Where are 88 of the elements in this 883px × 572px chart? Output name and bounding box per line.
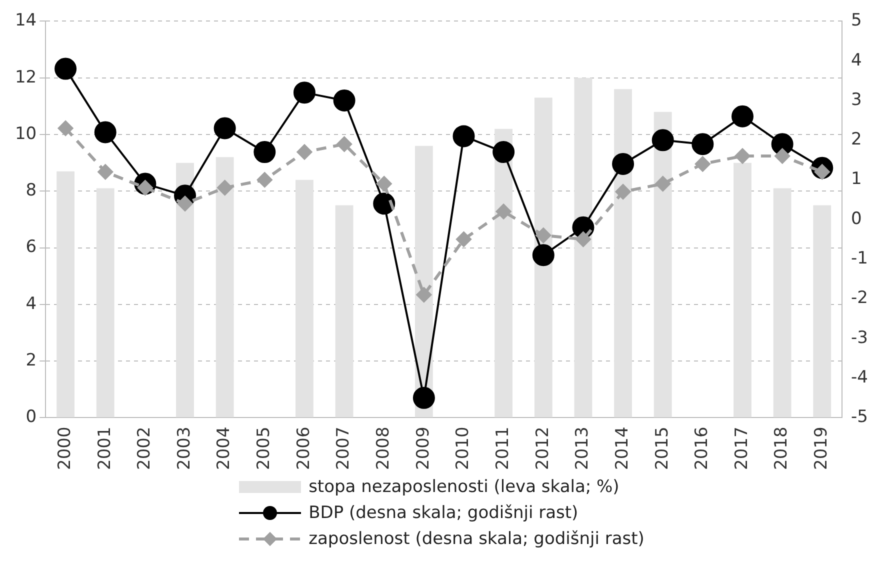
x-tick-label: 2006 [294,426,314,470]
y2-tick-label: -1 [851,248,868,269]
point [333,90,356,112]
y-tick-label: 14 [14,10,37,31]
point [655,176,670,192]
x-tick-label: 2004 [214,426,234,470]
y-tick-label: 12 [14,67,37,88]
x-tick-label: 2003 [174,426,194,470]
legend-label: BDP (desna skala; godišnji rast) [308,503,578,523]
bar [773,188,792,418]
point [652,129,674,152]
point [214,117,236,140]
point [58,120,74,136]
point [731,105,754,128]
y2-tick-label: -5 [851,407,868,428]
point [456,232,472,247]
bar [574,78,592,418]
x-tick-label: 2001 [94,426,115,470]
point [774,148,790,164]
y2-tick-label: 0 [851,208,862,229]
point [452,125,475,148]
x-tick-label: 2013 [572,426,593,470]
point [536,228,551,243]
y2-tick-label: 2 [851,130,862,150]
point [416,287,432,302]
point [576,232,591,247]
legend-label: stopa nezaposlenosti (leva skala; %) [308,477,620,497]
bar [734,162,752,418]
point [492,141,515,164]
x-tick-label: 2010 [453,426,474,470]
x-tick-label: 2007 [334,426,354,470]
bar [654,112,672,418]
point [178,196,193,212]
x-tick-label: 2000 [54,426,75,470]
legend-label: zaposlenost (desna skala; godišnji rast) [308,529,644,549]
x-tick-label: 2018 [772,426,792,470]
y-tick-label: 6 [26,237,37,258]
y2-tick-label: -4 [851,368,868,388]
point [293,82,316,104]
point [692,133,714,156]
point [695,156,710,172]
y2-tick-label: 1 [851,169,862,190]
point [257,172,272,188]
point [735,148,750,164]
y-tick-label: 8 [26,180,37,201]
x-tick-label: 2014 [612,426,632,470]
bar [176,162,194,418]
y2-tick-label: 4 [851,50,862,70]
point [336,136,352,152]
x-tick-label: 2019 [812,426,832,470]
point [612,152,634,175]
bar [614,89,632,418]
point [373,192,396,215]
bar [335,205,354,418]
y-tick-label: 10 [14,124,37,144]
point [496,204,512,220]
point [54,58,77,80]
y-tick-label: 2 [26,350,37,371]
x-tick-label: 2009 [413,426,434,470]
point [376,176,392,192]
y2-tick-label: -2 [851,288,868,308]
point [412,386,435,409]
y-tick-label: 0 [26,407,37,428]
y2-tick-label: 3 [851,90,862,110]
x-tick-label: 2017 [732,426,752,470]
bar [296,180,314,418]
x-tick-label: 2005 [254,426,274,470]
point [217,180,232,196]
x-tick-label: 2016 [692,426,712,470]
point [98,164,113,180]
x-tick-label: 2015 [652,426,672,470]
point [296,144,312,160]
x-tick-label: 2002 [134,426,155,470]
y-tick-label: 4 [26,294,37,314]
bar [534,98,552,418]
x-tick-label: 2008 [374,426,394,470]
point [94,121,116,144]
point [532,244,554,266]
x-tick-label: 2012 [532,426,553,470]
bar [216,157,234,418]
bar [96,188,114,418]
y2-tick-label: 5 [851,10,862,31]
point [616,184,631,200]
bar [813,205,832,418]
bar [56,171,74,418]
point [254,141,276,164]
y2-tick-label: -3 [851,328,868,348]
x-tick-label: 2011 [492,426,513,470]
